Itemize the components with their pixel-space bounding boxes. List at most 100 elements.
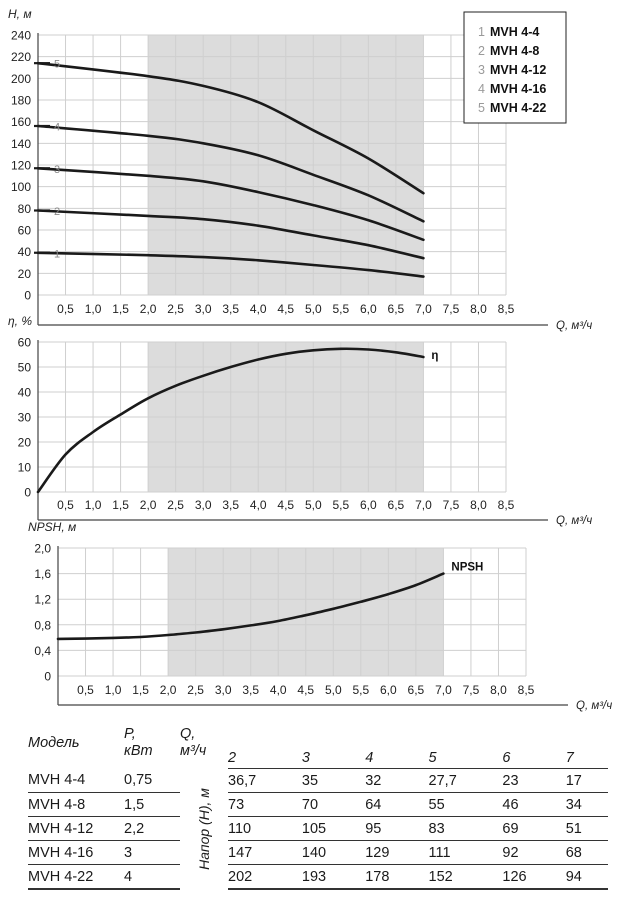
x-tick-label: 7,5 — [443, 498, 460, 512]
cell-head-value: 147 — [228, 840, 302, 865]
series-line-1 — [36, 251, 425, 278]
flow-col-header: 2 — [228, 718, 302, 769]
series-end-label: η — [431, 350, 438, 362]
x-tick-label: 1,5 — [112, 302, 129, 316]
series-end-label: NPSH — [451, 562, 483, 574]
cell-head-value: 35 — [301, 768, 366, 793]
cell-power: 2,2 — [124, 816, 180, 841]
series-number-label: 2 — [54, 206, 60, 218]
series-line-NPSH — [56, 572, 445, 641]
x-tick-label: 7,0 — [435, 683, 452, 697]
cell-head-value: 152 — [428, 864, 503, 890]
y-tick-label: 180 — [11, 94, 31, 108]
legend-number: 3 — [478, 63, 485, 77]
y-tick-label: 0 — [24, 289, 31, 303]
cell-model: MVH 4-8 — [28, 792, 124, 817]
cell-head-value: 70 — [301, 792, 366, 817]
cell-head-value: 95 — [365, 816, 429, 841]
y-tick-label: 40 — [18, 245, 32, 259]
table-row: MVH 4-22 4 202 193 178 152 126 94 — [28, 864, 608, 890]
y-tick-label: 140 — [11, 137, 31, 151]
table-row: MVH 4-4 0,75 Напор (H), м 36,7 35 32 27,7 23 17 — [28, 768, 608, 870]
y-tick-label: 50 — [18, 361, 32, 375]
x-tick-label: 3,0 — [195, 498, 212, 512]
x-tick-label: 3,0 — [195, 302, 212, 316]
x-tick-label: 8,5 — [518, 683, 535, 697]
x-tick-label: 5,5 — [332, 302, 349, 316]
y-axis-label: NPSH, м — [28, 520, 76, 534]
x-tick-label: 5,0 — [305, 498, 322, 512]
legend-number: 2 — [478, 44, 485, 58]
x-tick-label: 8,0 — [470, 498, 487, 512]
cell-head-value: 140 — [301, 840, 366, 865]
x-tick-label: 7,0 — [415, 302, 432, 316]
legend-item: MVH 4-22 — [490, 101, 546, 115]
y-axis-label: η, % — [8, 314, 32, 328]
table-row: MVH 4-8 1,5 73 70 64 55 46 34 — [28, 792, 608, 817]
cell-model: MVH 4-4 — [28, 768, 124, 793]
y-tick-label: 160 — [11, 115, 31, 129]
cell-head-value: 178 — [365, 864, 429, 890]
cell-head-value: 51 — [565, 816, 608, 841]
y-tick-label: 20 — [18, 436, 32, 450]
cell-head-value: 68 — [565, 840, 608, 865]
header-model: Модель — [28, 735, 80, 752]
x-tick-label: 2,0 — [140, 302, 157, 316]
x-tick-label: 3,5 — [242, 683, 259, 697]
series-number-label: 1 — [54, 248, 60, 260]
flow-col-header: 3 — [301, 718, 366, 769]
legend-box — [463, 11, 567, 124]
y-tick-label: 0,4 — [34, 644, 51, 658]
x-tick-label: 3,5 — [222, 498, 239, 512]
cell-head-value: 126 — [502, 864, 566, 890]
cell-head-value: 193 — [301, 864, 366, 890]
legend-number: 1 — [478, 25, 485, 39]
x-tick-label: 6,5 — [388, 498, 405, 512]
y-tick-label: 10 — [18, 461, 32, 475]
series-line-5 — [36, 61, 425, 195]
y-tick-label: 220 — [11, 50, 31, 64]
cell-head-value: 110 — [228, 816, 302, 841]
cell-power: 0,75 — [124, 768, 180, 793]
x-tick-label: 6,5 — [388, 302, 405, 316]
x-tick-label: 2,0 — [160, 683, 177, 697]
x-tick-label: 5,5 — [332, 498, 349, 512]
cell-head-value: 55 — [428, 792, 503, 817]
x-tick-label: 4,0 — [250, 498, 267, 512]
y-tick-label: 80 — [18, 202, 32, 216]
y-tick-label: 0 — [44, 670, 51, 684]
x-tick-label: 0,5 — [57, 498, 74, 512]
x-tick-label: 8,5 — [498, 302, 515, 316]
x-tick-label: 6,0 — [360, 498, 377, 512]
y-tick-label: 200 — [11, 72, 31, 86]
x-tick-label: 7,5 — [443, 302, 460, 316]
series-number-label: 5 — [54, 59, 60, 71]
legend-item: MVH 4-16 — [490, 82, 546, 96]
x-tick-label: 1,5 — [112, 498, 129, 512]
y-tick-label: 100 — [11, 180, 31, 194]
x-tick-label: 2,0 — [140, 498, 157, 512]
legend-item: MVH 4-12 — [490, 63, 546, 77]
cell-head-value: 202 — [228, 864, 302, 890]
x-tick-label: 1,0 — [85, 498, 102, 512]
y-tick-label: 1,6 — [34, 567, 51, 581]
cell-head-value: 46 — [502, 792, 566, 817]
performance-table: Модель P, кВт Q, м³/ч 2 3 4 5 6 7 MVH 4-… — [28, 718, 608, 890]
x-tick-label: 6,0 — [360, 302, 377, 316]
flow-col-header: 7 — [565, 718, 608, 769]
table-row: MVH 4-12 2,2 110 105 95 83 69 51 — [28, 816, 608, 841]
x-tick-label: 4,5 — [277, 498, 294, 512]
cell-head-value: 36,7 — [228, 768, 302, 793]
x-tick-label: 4,0 — [270, 683, 287, 697]
y-tick-label: 120 — [11, 159, 31, 173]
series-number-label: 3 — [54, 164, 60, 176]
cell-head-value: 111 — [428, 840, 503, 865]
series-line-2 — [36, 209, 425, 260]
legend-number: 5 — [478, 101, 485, 115]
cell-head-value: 69 — [502, 816, 566, 841]
cell-head-value: 92 — [502, 840, 566, 865]
y-tick-label: 2,0 — [34, 542, 51, 556]
cell-head-value: 73 — [228, 792, 302, 817]
x-tick-label: 8,0 — [470, 302, 487, 316]
